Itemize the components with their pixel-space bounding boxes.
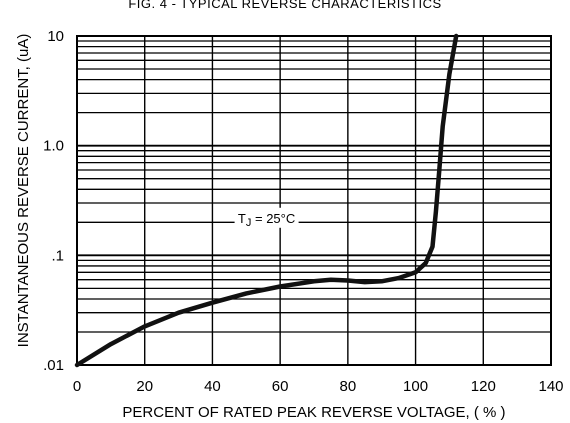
y-tick-label: 10 [47,28,64,45]
x-tick-label: 40 [204,378,221,395]
y-tick-label: 1.0 [43,138,64,155]
x-tick-labels: 0 20 40 60 80 100 120 140 [73,378,564,395]
chart-title: FIG. 4 - TYPICAL REVERSE CHARACTERISTICS [128,0,442,11]
x-tick-label: 20 [136,378,153,395]
annotation-label: TJ = 25°C [238,211,295,229]
y-tick-labels: .01 .1 1.0 10 [43,28,64,374]
annotation-background [234,207,299,228]
x-tick-label: 0 [73,378,81,395]
y-tick-label: .1 [51,247,64,264]
x-tick-label: 60 [272,378,289,395]
series-line [74,33,459,368]
y-axis-label: INSTANTANEOUS REVERSE CURRENT, (uA) [15,34,32,348]
x-axis-label: PERCENT OF RATED PEAK REVERSE VOLTAGE, (… [122,404,505,421]
grid [76,36,552,366]
x-tick-label: 140 [538,378,563,395]
plot-frame [76,35,552,366]
x-tick-label: 120 [471,378,496,395]
x-tick-label: 80 [340,378,357,395]
annotation-group: TJ = 25°C [234,207,299,229]
x-tick-label: 100 [403,378,428,395]
y-tick-label: .01 [43,357,64,374]
